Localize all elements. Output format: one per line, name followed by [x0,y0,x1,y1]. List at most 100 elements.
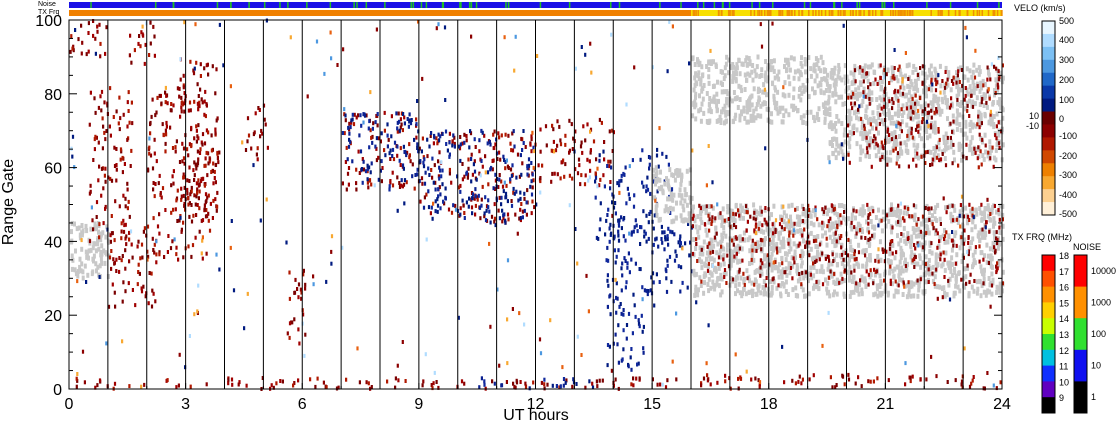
echo-cell [872,292,876,298]
echo-cell [827,155,831,161]
echo-cell [539,351,543,356]
echo-cell [426,137,429,142]
echo-cell [950,218,954,224]
echo-cell [885,157,889,163]
echo-cell [541,163,544,168]
echo-cell [811,263,815,269]
echo-cell [505,183,508,188]
echo-cell [694,288,698,293]
echo-cell [188,142,191,147]
echo-cell [802,238,805,244]
echo-cell [136,282,139,287]
echo-cell [897,98,900,103]
echo-cell [626,186,629,191]
echo-cell [811,86,814,92]
echo-cell [809,220,813,226]
echo-cell [748,96,752,102]
echo-cell [598,378,601,383]
echo-cell [391,170,394,175]
echo-cell [710,204,713,209]
echo-cell [620,311,623,316]
echo-cell [564,142,567,147]
echo-cell [869,268,872,273]
echo-cell [399,125,402,130]
echo-cell [896,153,900,159]
echo-cell [784,289,788,294]
echo-cell [175,139,178,144]
echo-cell [723,89,726,95]
echo-cell [120,236,123,241]
echo-cell [674,215,678,221]
echo-cell [891,75,894,80]
echo-cell [553,171,556,176]
echo-cell [890,202,893,208]
echo-cell [80,23,83,28]
echo-cell [850,270,853,275]
echo-cell [780,243,784,249]
echo-cell [738,290,742,296]
echo-cell [584,385,587,390]
echo-cell [421,383,424,388]
echo-cell [894,88,897,93]
echo-cell [103,130,106,135]
echo-cell [729,65,733,71]
echo-cell [974,150,977,155]
echo-cell [579,182,582,187]
echo-cell [938,284,942,290]
echo-cell [708,107,712,113]
echo-cell [216,156,219,160]
txfreq-strip-tick [859,10,862,16]
echo-cell [691,251,695,256]
echo-cell [763,207,767,213]
echo-cell [102,186,105,191]
echo-cell [453,135,456,140]
echo-cell [159,93,162,98]
txfreq-strip-tick [906,10,909,16]
echo-cell [216,151,219,156]
echo-cell [926,114,930,120]
echo-cell [828,112,832,117]
echo-cell [800,90,804,96]
echo-cell [468,196,471,201]
echo-cell [894,279,897,284]
echo-cell [664,235,667,240]
echo-cell [530,161,533,165]
echo-cell [562,383,565,388]
echo-cell [616,342,619,347]
echo-cell [213,176,216,180]
echo-cell [115,178,118,183]
echo-cell [609,180,612,184]
echo-cell [670,172,674,178]
echo-cell [298,341,301,346]
echo-cell [980,162,983,167]
echo-cell [610,165,613,170]
echo-cell [791,378,794,383]
echo-cell [514,212,517,217]
echo-cell [539,179,542,184]
echo-cell [955,217,958,222]
echo-cell [105,224,109,230]
echo-cell [727,222,731,228]
echo-cell [830,140,833,146]
echo-cell [126,100,129,105]
echo-cell [314,384,317,389]
echo-cell [849,290,853,296]
echo-cell [884,223,888,229]
echo-cell [74,248,77,254]
echo-cell [330,249,333,254]
echo-cell [107,231,110,237]
echo-cell [944,70,947,74]
echo-cell [693,292,697,298]
echo-cell [773,75,777,81]
echo-cell [759,237,762,242]
echo-cell [539,127,542,132]
echo-cell [796,228,800,234]
echo-cell [161,186,165,191]
echo-cell [498,150,501,155]
echo-cell [978,259,981,264]
echo-cell [790,202,794,208]
echo-cell [762,229,766,235]
echo-cell [390,134,393,139]
echo-cell [165,120,168,125]
echo-cell [778,105,782,111]
